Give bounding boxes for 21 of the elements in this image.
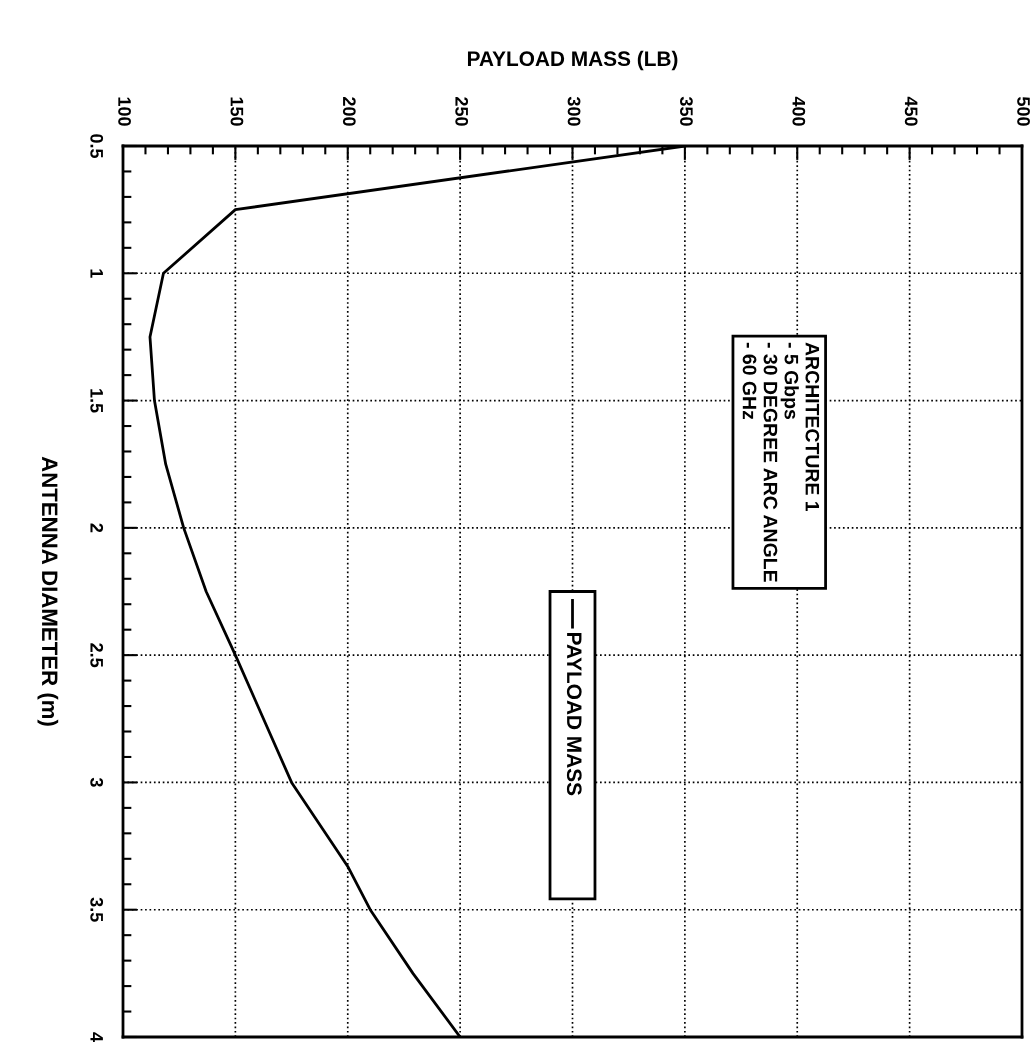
x-tick-label: 300 [567,96,581,126]
x-tick-label: 200 [342,97,356,126]
y-tick-label: 4 [90,1032,103,1042]
legend-label: PAYLOAD MASS [566,632,582,796]
y-tick-label: 3 [90,777,104,787]
x-tick-label: 400 [792,96,806,126]
y-axis-title: ANTENNA DIAMETER (m) [37,456,59,726]
x-tick-label: 450 [904,96,918,126]
x-tick-label: 350 [680,96,693,126]
annotation: ARCHITECTURE 1 - 5 Gbps - 30 DEGREE ARC ANGLE - 60 GHz [742,342,820,582]
x-tick-label: 250 [455,97,469,126]
x-axis-title: PAYLOAD MASS (LB) [467,50,678,71]
y-tick-label: 1 [90,269,103,278]
x-tick-label: 500 [1017,96,1030,126]
y-tick-label: 2 [90,523,104,533]
y-tick-label: 2.5 [90,643,104,668]
y-tick-label: 0.5 [90,134,104,159]
x-tick-label: 100 [118,97,131,126]
y-tick-label: 1.5 [90,389,103,413]
x-tick-label: 150 [230,97,244,126]
y-tick-label: 3.5 [90,897,104,922]
